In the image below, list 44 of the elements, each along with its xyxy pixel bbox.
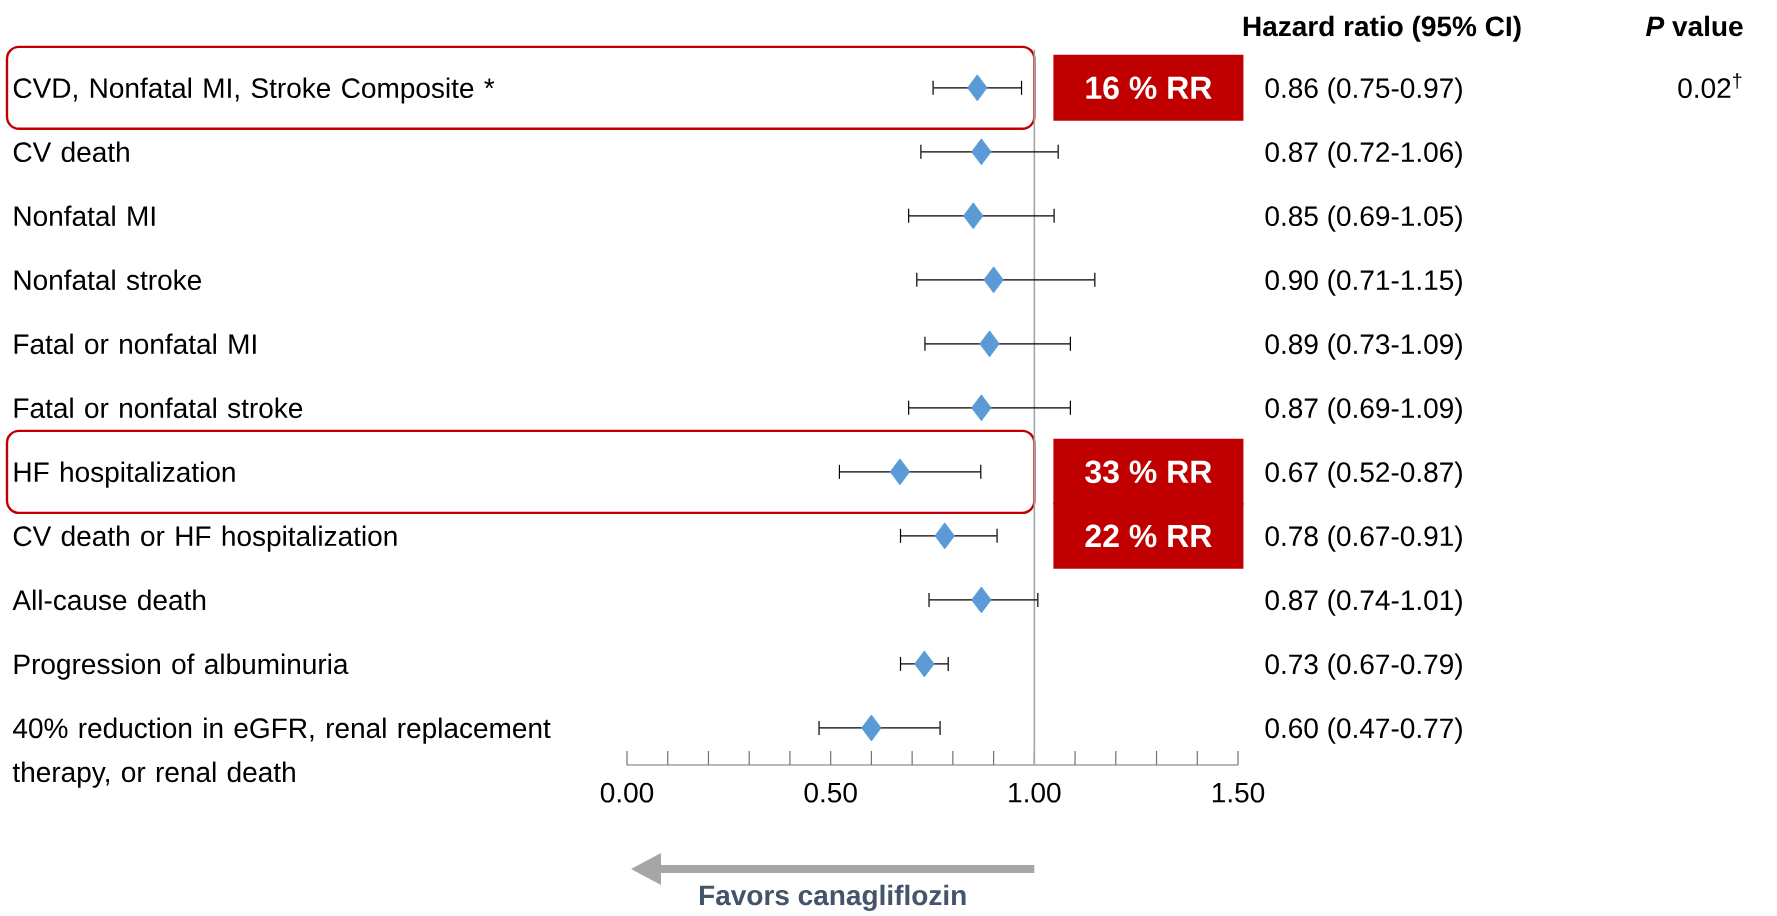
point (861, 714, 882, 742)
point (914, 650, 935, 678)
point (971, 586, 992, 614)
text: Favors canagliflozin (699, 884, 966, 911)
y-tick-label: Fatal or nonfatal stroke (14, 397, 303, 419)
x-tick-label: 0.50 (804, 782, 857, 803)
data-label: 0.78 (0.67-0.91) (1265, 525, 1462, 552)
point (983, 266, 1004, 294)
x-tick-label: 1.00 (1009, 782, 1061, 803)
data-label: 0.87 (0.74-1.01) (1265, 589, 1462, 616)
data-label: 0.86 (0.75-0.97) (1265, 77, 1462, 104)
y-tick-label: 40% reduction in eGFR, renal replacement therapy, or renal death (12, 717, 551, 788)
x-tick-label: 1.50 (1212, 782, 1265, 803)
y-tick-label: All-cause death (12, 589, 206, 611)
point (963, 202, 984, 230)
annotation: 16 % RR (1086, 76, 1212, 100)
annotation: 22 % RR (1085, 524, 1212, 548)
point (971, 394, 992, 422)
point (889, 458, 911, 486)
y-tick-label: CV death or HF hospitalization (13, 525, 397, 552)
data-label: 0.87 (0.69-1.09) (1265, 397, 1462, 424)
text: P value (1646, 15, 1743, 37)
y-tick-label: Fatal or nonfatal MI (14, 333, 256, 355)
text: Hazard ratio (95% CI) (1243, 15, 1521, 42)
data-label: 0.90 (0.71-1.15) (1265, 269, 1462, 296)
point (971, 138, 992, 166)
y-tick-label: Progression of albuminuria (14, 653, 349, 680)
point (934, 522, 955, 550)
point (967, 74, 988, 102)
annotation: 33 % RR (1085, 460, 1212, 484)
y-tick-label: CVD, Nonfatal MI, Stroke Composite * (13, 77, 495, 104)
data-label: 0.73 (0.67-0.79) (1265, 653, 1462, 680)
data-label: 0.60 (0.47-0.77) (1265, 717, 1462, 744)
data-label: 0.89 (0.73-1.09) (1265, 333, 1462, 360)
y-tick-label: Nonfatal stroke (14, 269, 201, 291)
data-label: 0.87 (0.72-1.06) (1265, 141, 1462, 168)
data-label: 0.67 (0.52-0.87) (1265, 461, 1462, 488)
data-label: 0.85 (0.69-1.05) (1265, 205, 1462, 232)
y-tick-label: HF hospitalization (14, 461, 235, 488)
text: 0.02$^{†}$ (1678, 73, 1742, 99)
point (979, 330, 1000, 358)
y-tick-label: Nonfatal MI (14, 205, 155, 227)
x-tick-label: 0.00 (600, 782, 654, 803)
y-tick-label: CV death (13, 141, 129, 163)
